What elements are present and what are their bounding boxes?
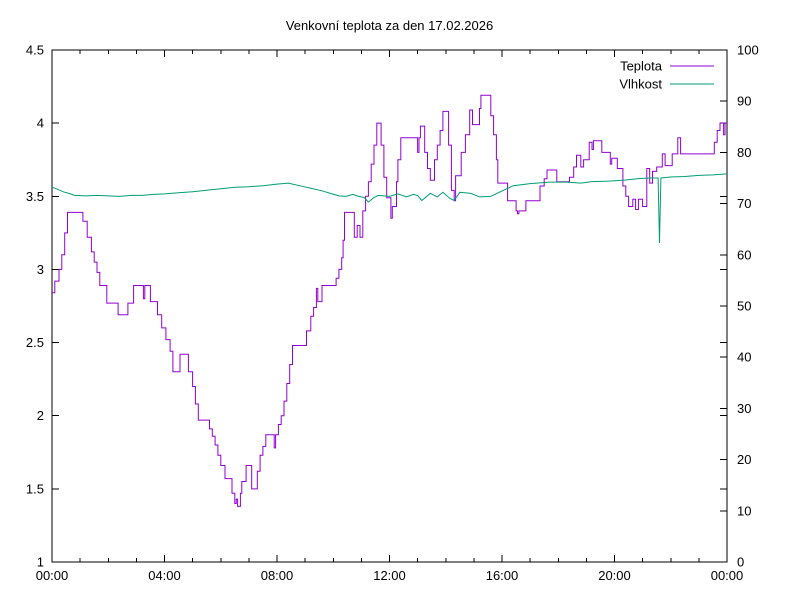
x-tick-label: 16:00 — [486, 568, 519, 583]
y-right-tick-label: 0 — [737, 555, 744, 570]
legend-label-vlhkost: Vlhkost — [619, 77, 662, 92]
x-tick-label: 00:00 — [36, 568, 69, 583]
legend: Teplota Vlhkost — [619, 59, 714, 92]
y-right-tick-label: 100 — [737, 43, 759, 58]
plot-border — [51, 49, 728, 563]
x-tick-label: 12:00 — [373, 568, 406, 583]
y-right-tick-label: 70 — [737, 196, 751, 211]
legend-label-teplota: Teplota — [620, 59, 663, 74]
axis-ticks — [52, 49, 727, 563]
y-right-tick-label: 30 — [737, 401, 751, 416]
y-left-tick-label: 2 — [37, 408, 44, 423]
y-right-tick-label: 20 — [737, 452, 751, 467]
y-right-tick-label: 40 — [737, 350, 751, 365]
y-right-tick-label: 60 — [737, 247, 751, 262]
y-left-tick-label: 3 — [37, 262, 44, 277]
chart-title: Venkovní teplota za den 17.02.2026 — [285, 18, 494, 33]
y-right-tick-label: 10 — [737, 503, 751, 518]
y-left-tick-label: 3.5 — [26, 189, 44, 204]
axis-labels: 00:00 04:00 08:00 12:00 16:00 20:00 00:0011.52… — [26, 43, 759, 584]
x-tick-label: 20:00 — [598, 568, 631, 583]
teplota-series-line — [52, 94, 727, 507]
y-left-tick-label: 2.5 — [26, 335, 44, 350]
x-tick-label: 08:00 — [261, 568, 294, 583]
y-right-tick-label: 80 — [737, 145, 751, 160]
vlhkost-series-line — [51, 173, 728, 244]
y-left-tick-label: 1 — [37, 555, 44, 570]
x-tick-label: 00:00 — [711, 568, 744, 583]
y-right-tick-label: 90 — [737, 94, 751, 109]
y-left-tick-label: 4 — [37, 116, 44, 131]
y-left-tick-label: 4.5 — [26, 43, 44, 58]
y-right-tick-label: 50 — [737, 299, 751, 314]
y-left-tick-label: 1.5 — [26, 481, 44, 496]
x-tick-label: 04:00 — [148, 568, 181, 583]
